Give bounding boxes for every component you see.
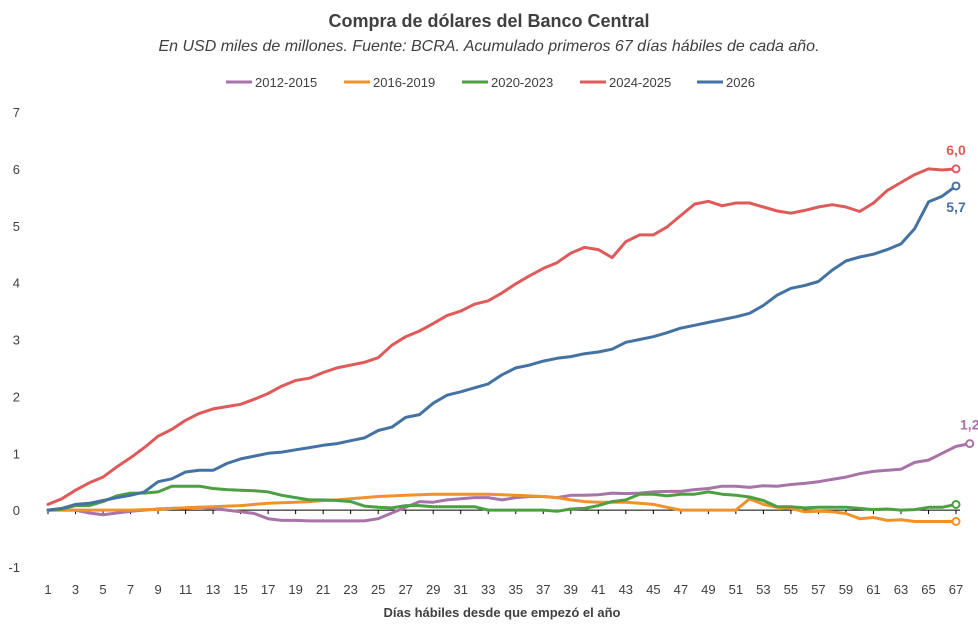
x-tick-label: 41 [591, 582, 605, 597]
x-tick-label: 7 [127, 582, 134, 597]
x-tick-label: 31 [453, 582, 467, 597]
y-tick-label: 2 [13, 389, 20, 404]
y-tick-label: 1 [13, 446, 20, 461]
legend-entry: 2020-2023 [491, 75, 553, 90]
x-tick-label: 35 [509, 582, 523, 597]
y-tick-label: 3 [13, 333, 20, 348]
x-tick-label: 67 [949, 582, 963, 597]
y-tick-label: 6 [13, 162, 20, 177]
y-tick-label: 5 [13, 219, 20, 234]
x-tick-label: 61 [866, 582, 880, 597]
x-tick-label: 25 [371, 582, 385, 597]
x-axis-label: Días hábiles desde que empezó el año [384, 605, 621, 620]
x-tick-label: 33 [481, 582, 495, 597]
series-end-marker [965, 439, 975, 449]
x-tick-label: 63 [894, 582, 908, 597]
x-tick-label: 43 [619, 582, 633, 597]
x-tick-label: 9 [154, 582, 161, 597]
series-end-marker [951, 499, 961, 509]
y-tick-label: 4 [13, 276, 20, 291]
x-tick-label: 53 [756, 582, 770, 597]
x-tick-label: 51 [729, 582, 743, 597]
x-tick-label: 17 [261, 582, 275, 597]
x-tick-label: 47 [674, 582, 688, 597]
legend-entry: 2012-2015 [255, 75, 317, 90]
series-line-2026 [46, 184, 958, 512]
x-tick-label: 15 [233, 582, 247, 597]
series-line-2020-2023 [46, 484, 958, 513]
series-end-marker [951, 517, 961, 526]
end-value-label: 1,2 [960, 417, 978, 433]
end-labels: 1,2 6,0 5,7 [946, 142, 978, 433]
x-tick-label: 59 [839, 582, 853, 597]
x-tick-label: 3 [72, 582, 79, 597]
y-tick-label: 0 [13, 503, 20, 518]
series-end-marker [951, 181, 961, 191]
x-axis: 1 3 5 7 9 11 13 15 17 19 21 23 25 27 29 31 33 35 37 39 41 43 4… [44, 510, 963, 597]
legend-entry: 2024-2025 [609, 75, 671, 90]
chart-subtitle: En USD miles de millones. Fuente: BCRA. … [158, 38, 820, 55]
x-tick-label: 13 [206, 582, 220, 597]
y-axis: -1 0 1 2 3 4 5 6 7 [8, 105, 20, 575]
series-line-2016-2019 [46, 492, 958, 523]
chart-title: Compra de dólares del Banco Central [328, 11, 650, 31]
x-tick-label: 5 [99, 582, 106, 597]
x-tick-label: 23 [343, 582, 357, 597]
x-tick-label: 21 [316, 582, 330, 597]
x-tick-label: 49 [701, 582, 715, 597]
legend: 2012-2015 2016-2019 2020-2023 2024-2025 2026 [226, 75, 755, 90]
series-line-2024-2025 [46, 167, 958, 506]
x-tick-label: 11 [179, 582, 193, 597]
y-tick-label: -1 [8, 560, 20, 575]
series-end-marker [951, 164, 961, 174]
end-value-label: 6,0 [946, 142, 966, 158]
x-tick-label: 57 [811, 582, 825, 597]
x-tick-label: 27 [398, 582, 412, 597]
x-tick-label: 1 [44, 582, 51, 597]
legend-entry: 2016-2019 [373, 75, 435, 90]
x-tick-label: 65 [921, 582, 935, 597]
x-tick-label: 45 [646, 582, 660, 597]
x-tick-label: 29 [426, 582, 440, 597]
y-tick-label: 7 [13, 105, 20, 120]
end-value-label: 5,7 [946, 199, 966, 215]
x-tick-label: 19 [288, 582, 302, 597]
x-tick-label: 39 [564, 582, 578, 597]
series-group [46, 164, 975, 526]
x-tick-label: 55 [784, 582, 798, 597]
x-tick-label: 37 [536, 582, 550, 597]
legend-entry: 2026 [726, 75, 755, 90]
